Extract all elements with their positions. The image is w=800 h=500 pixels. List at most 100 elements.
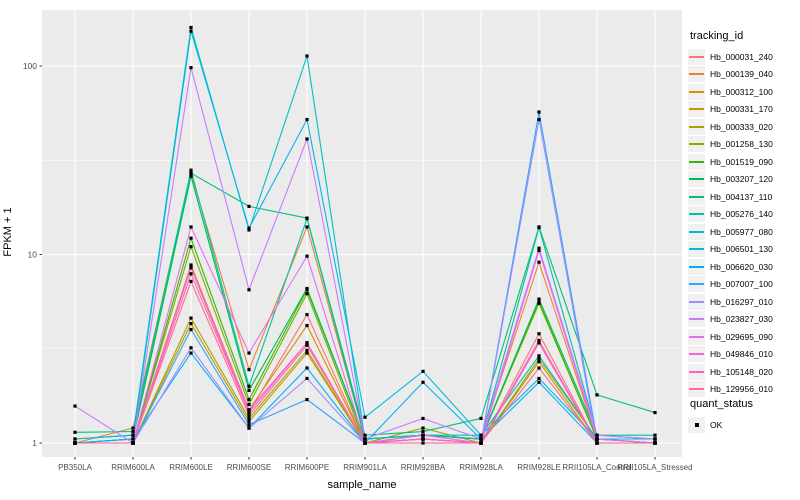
data-point xyxy=(537,297,541,301)
legend-key-ok xyxy=(688,416,705,433)
data-point xyxy=(595,437,599,441)
legend-line-icon xyxy=(689,108,704,111)
data-point xyxy=(363,441,367,445)
legend-key-icon xyxy=(688,66,705,83)
legend-row-Hb_005977_080: Hb_005977_080 xyxy=(688,223,800,241)
legend-label: Hb_004137_110 xyxy=(710,191,773,202)
data-point xyxy=(247,416,251,421)
data-point xyxy=(305,351,309,355)
x-tick-label: RRIM600LE xyxy=(169,463,213,472)
data-point xyxy=(421,433,425,437)
data-point xyxy=(479,416,483,421)
data-point xyxy=(189,236,193,240)
data-point xyxy=(537,332,541,336)
data-point xyxy=(247,419,251,424)
data-point xyxy=(595,393,599,397)
legend-label: Hb_029695_090 xyxy=(710,331,773,342)
data-point xyxy=(479,437,483,441)
data-point xyxy=(363,415,367,419)
data-point xyxy=(247,426,251,430)
legend-line-icon xyxy=(689,195,704,198)
legend-key-icon xyxy=(688,136,705,153)
legend-row-Hb_029695_090: Hb_029695_090 xyxy=(688,328,800,346)
data-point xyxy=(653,441,657,445)
legend-row-Hb_000031_240: Hb_000031_240 xyxy=(688,48,800,66)
data-point xyxy=(537,341,541,345)
legend-row-Hb_001258_130: Hb_001258_130 xyxy=(688,136,800,154)
data-point xyxy=(131,433,135,437)
data-point xyxy=(421,426,425,430)
legend-label: Hb_016297_010 xyxy=(710,296,773,307)
legend-label-ok: OK xyxy=(710,419,723,430)
legend-label: Hb_001258_130 xyxy=(710,139,773,150)
legend-key-icon xyxy=(688,101,705,118)
y-tick-label: 1 xyxy=(32,438,37,448)
data-point xyxy=(537,360,541,364)
legend-label: Hb_129956_010 xyxy=(710,384,773,395)
legend-line-icon xyxy=(689,55,704,58)
data-point xyxy=(479,441,483,445)
legend-line-icon xyxy=(689,283,704,286)
data-point xyxy=(537,248,541,253)
data-point xyxy=(595,433,599,437)
data-point xyxy=(537,380,541,384)
legend-row-Hb_006501_130: Hb_006501_130 xyxy=(688,241,800,259)
legend-label: Hb_000139_040 xyxy=(710,69,773,80)
legend-label: Hb_000333_020 xyxy=(710,121,773,132)
legend-line-icon xyxy=(689,318,704,321)
data-point xyxy=(247,397,251,402)
data-point xyxy=(247,368,251,372)
data-point xyxy=(305,137,309,141)
data-point xyxy=(421,380,425,384)
data-point xyxy=(305,348,309,352)
x-tick-label: RRIM600LA xyxy=(111,463,155,472)
data-point xyxy=(537,246,541,250)
legend-key-icon xyxy=(688,206,705,223)
legend-line-icon xyxy=(689,90,704,93)
legend-line-icon xyxy=(689,265,704,268)
legend-row-Hb_000331_170: Hb_000331_170 xyxy=(688,101,800,119)
data-point xyxy=(189,225,193,229)
legend-key-icon xyxy=(688,188,705,205)
data-point xyxy=(653,410,657,415)
legend-line-icon xyxy=(689,388,704,391)
data-point xyxy=(189,263,193,267)
legend-key-icon xyxy=(688,293,705,310)
legend-row-Hb_006620_030: Hb_006620_030 xyxy=(688,258,800,276)
data-point xyxy=(537,338,541,343)
legend-row-Hb_023827_030: Hb_023827_030 xyxy=(688,311,800,329)
legend-key-icon xyxy=(688,223,705,240)
legend-row-Hb_000312_100: Hb_000312_100 xyxy=(688,83,800,101)
legend-label: Hb_049846_010 xyxy=(710,349,773,360)
legend-row-Hb_016297_010: Hb_016297_010 xyxy=(688,293,800,311)
data-point xyxy=(189,279,193,283)
data-point xyxy=(189,245,193,249)
data-point xyxy=(537,366,541,370)
data-point xyxy=(305,217,309,221)
data-point xyxy=(305,312,309,317)
data-point xyxy=(189,351,193,355)
legend-key-icon xyxy=(688,381,705,398)
data-point xyxy=(595,441,599,445)
data-point xyxy=(537,260,541,264)
legend-key-icon xyxy=(688,328,705,345)
data-point xyxy=(189,321,193,326)
data-point xyxy=(189,316,193,320)
x-tick-label: RRIM901LA xyxy=(343,463,387,472)
legend-title: tracking_id xyxy=(690,30,744,42)
data-point xyxy=(537,117,541,122)
legend-key-icon xyxy=(688,258,705,275)
data-point xyxy=(363,437,367,441)
data-point xyxy=(305,292,309,296)
data-point xyxy=(305,54,309,58)
y-axis-title: FPKM + 1 xyxy=(2,207,14,257)
plot-panel xyxy=(42,10,682,457)
data-point xyxy=(247,410,251,415)
legend-label: Hb_005977_080 xyxy=(710,226,773,237)
data-point xyxy=(131,426,135,430)
data-point xyxy=(189,327,193,332)
legend-rows: Hb_000031_240 Hb_000139_040 Hb_000312_100 H… xyxy=(688,48,800,398)
data-point xyxy=(305,323,309,328)
